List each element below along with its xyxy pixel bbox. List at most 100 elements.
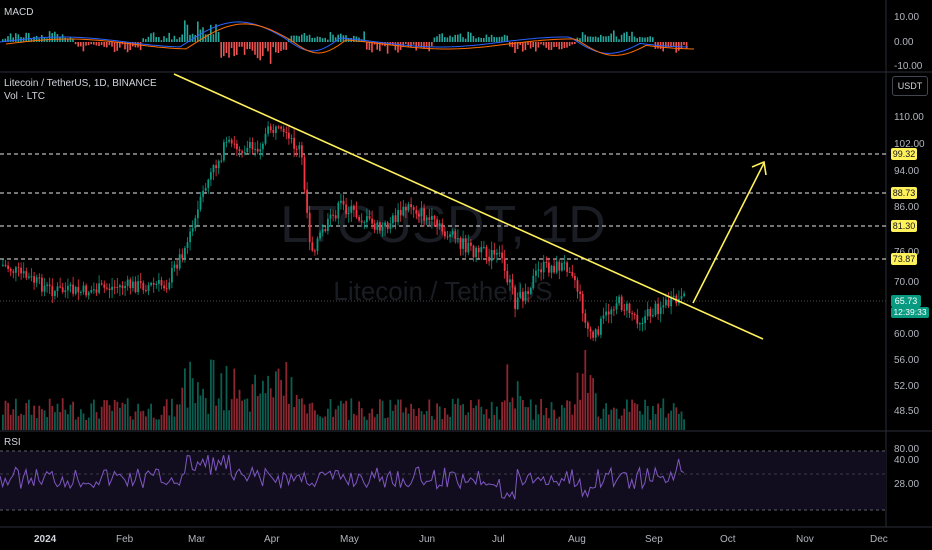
- volume-bar: [225, 365, 228, 430]
- volume-bar: [139, 411, 142, 430]
- candle-body: [550, 265, 553, 273]
- macd-bar: [74, 42, 77, 45]
- time-label-jun: Jun: [419, 534, 436, 545]
- macd-bar: [64, 37, 66, 42]
- candle-body: [67, 285, 69, 291]
- macd-bar: [636, 38, 638, 42]
- volume-bar: [194, 403, 197, 430]
- volume-bar: [87, 417, 90, 430]
- price-tick-1: 102.00: [894, 139, 925, 150]
- time-label-oct: Oct: [720, 534, 736, 545]
- volume-bar: [584, 350, 587, 430]
- volume-bar: [85, 419, 87, 430]
- candle-body: [524, 291, 527, 302]
- volume-bar: [605, 403, 607, 430]
- signal-line: [5, 23, 695, 56]
- candle-body: [301, 145, 303, 158]
- currency-button[interactable]: USDT: [892, 76, 928, 96]
- volume-bar: [202, 388, 204, 430]
- candle-body: [264, 133, 267, 144]
- candle-body: [537, 269, 540, 271]
- macd-bar: [267, 42, 269, 52]
- volume-label[interactable]: Vol · LTC: [4, 91, 45, 102]
- volume-bar: [563, 407, 566, 430]
- volume-bar: [394, 404, 397, 430]
- volume-bar: [420, 411, 423, 430]
- volume-bar: [64, 409, 67, 430]
- level-tag-81: 81.30: [891, 220, 917, 232]
- volume-bar: [386, 417, 389, 430]
- volume-bar: [77, 416, 80, 430]
- candle-body: [405, 206, 407, 211]
- volume-bar: [399, 399, 402, 430]
- candle-body: [379, 222, 381, 231]
- candle-body: [389, 223, 392, 229]
- volume-bar: [340, 400, 342, 430]
- symbol-title[interactable]: Litecoin / TetherUS, 1D, BINANCE: [4, 78, 157, 89]
- candle-body: [295, 148, 298, 150]
- candle-body: [126, 279, 129, 286]
- volume-bar: [119, 407, 121, 430]
- candle-body: [59, 286, 61, 288]
- candle-body: [230, 139, 233, 144]
- volume-bar: [251, 384, 254, 430]
- candle-body: [529, 287, 532, 294]
- volume-bar: [347, 419, 350, 430]
- macd-bar: [540, 42, 542, 45]
- candle-body: [319, 232, 321, 239]
- candle-countdown: 12:39:33: [891, 307, 929, 318]
- macd-bar: [376, 42, 378, 50]
- macd-bar: [451, 37, 454, 42]
- macd-bar: [537, 42, 540, 48]
- rsi-tick-1: 40.00: [894, 455, 919, 466]
- macd-bar: [98, 42, 100, 47]
- candle-body: [472, 245, 475, 258]
- candle-body: [498, 252, 501, 254]
- volume-bar: [163, 406, 165, 430]
- volume-bar: [475, 405, 477, 430]
- volume-bar: [389, 399, 392, 430]
- candle-body: [329, 214, 332, 219]
- candle-body: [350, 205, 353, 214]
- macd-bar: [566, 42, 568, 48]
- candle-body: [215, 165, 217, 169]
- candle-body: [199, 196, 202, 210]
- volume-bar: [438, 406, 441, 430]
- volume-group: [2, 350, 685, 430]
- price-tick-5: 70.00: [894, 277, 919, 288]
- candle-body: [121, 285, 124, 289]
- macd-bar: [675, 42, 677, 53]
- candle-body: [561, 263, 563, 271]
- candle-body: [9, 268, 12, 272]
- volume-bar: [22, 414, 25, 430]
- macd-bar: [100, 42, 103, 46]
- macd-bar: [15, 33, 17, 42]
- candle-body: [579, 291, 581, 295]
- volume-bar: [324, 416, 327, 430]
- macd-bar: [522, 42, 524, 52]
- candle-body: [72, 284, 74, 294]
- macd-bar: [662, 42, 664, 52]
- volume-bar: [329, 399, 332, 430]
- volume-bar: [444, 408, 446, 430]
- volume-bar: [129, 416, 132, 430]
- candle-body: [576, 280, 579, 292]
- volume-bar: [561, 405, 563, 430]
- macd-bar: [259, 42, 261, 61]
- macd-bar: [202, 27, 204, 42]
- volume-bar: [17, 415, 20, 430]
- volume-bar: [407, 413, 410, 430]
- macd-bar: [462, 37, 464, 42]
- time-label-aug: Aug: [568, 534, 586, 545]
- price-tick-7: 56.00: [894, 355, 919, 366]
- macd-bar: [90, 42, 92, 45]
- macd-bar: [207, 34, 209, 42]
- macd-bar: [371, 42, 373, 53]
- macd-bar: [256, 42, 259, 59]
- macd-bar: [69, 37, 72, 42]
- macd-bar: [142, 38, 144, 42]
- candle-body: [631, 313, 633, 315]
- volume-bar: [358, 401, 360, 430]
